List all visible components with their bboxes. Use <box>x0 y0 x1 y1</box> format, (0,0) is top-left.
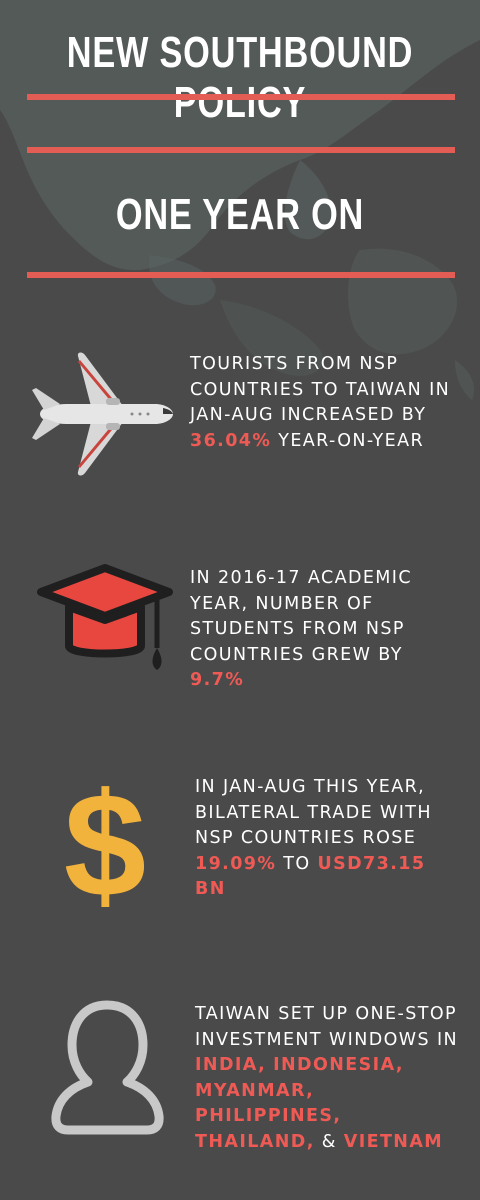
stat-highlight: 19.09% <box>195 853 277 874</box>
svg-text:$: $ <box>64 768 146 913</box>
country-philippines: PHILIPPINES, <box>195 1106 342 1126</box>
person-icon <box>51 1000 164 1135</box>
stat-highlight: USD73.15 BN <box>195 853 426 900</box>
stat-highlight: 36.04% <box>190 430 272 451</box>
country-india: INDIA, <box>195 1055 267 1075</box>
title-divider <box>27 147 455 153</box>
airplane-icon <box>32 352 173 476</box>
stat-text: TO <box>276 853 318 874</box>
graduation-cap-icon <box>37 564 173 670</box>
stat-text: TAIWAN SET UP ONE-STOP INVESTMENT WINDOW… <box>195 1004 459 1050</box>
title-divider <box>27 272 455 278</box>
stat-text: TOURISTS FROM NSP COUNTRIES TO TAIWAN IN… <box>190 354 451 425</box>
stat-text: IN 2016-17 ACADEMIC YEAR, NUMBER OF STUD… <box>190 568 412 665</box>
country-indonesia: INDONESIA, <box>273 1055 404 1075</box>
dollar-sign-icon: $ <box>64 768 146 913</box>
stat-highlight: 9.7% <box>190 670 245 690</box>
stat-text: YEAR-ON-YEAR <box>271 430 425 451</box>
country-myanmar: MYANMAR, <box>195 1080 315 1101</box>
page-title: NEW SOUTHBOUND POLICY <box>66 28 414 127</box>
stat-text: & <box>321 1131 344 1152</box>
country-vietnam: VIETNAM <box>343 1131 444 1152</box>
page-subtitle: ONE YEAR ON <box>115 190 365 239</box>
country-thailand: THAILAND, <box>195 1131 315 1152</box>
stat-tourists: TOURISTS FROM NSP COUNTRIES TO TAIWAN IN… <box>190 352 455 454</box>
stat-text: IN JAN-AUG THIS YEAR, BILATERAL TRADE WI… <box>195 777 432 848</box>
stat-students: IN 2016-17 ACADEMIC YEAR, NUMBER OF STUD… <box>190 566 455 694</box>
stat-trade: IN JAN-AUG THIS YEAR, BILATERAL TRADE WI… <box>195 775 455 903</box>
title-divider <box>27 94 455 100</box>
stat-investment: TAIWAN SET UP ONE-STOP INVESTMENT WINDOW… <box>195 1002 463 1155</box>
